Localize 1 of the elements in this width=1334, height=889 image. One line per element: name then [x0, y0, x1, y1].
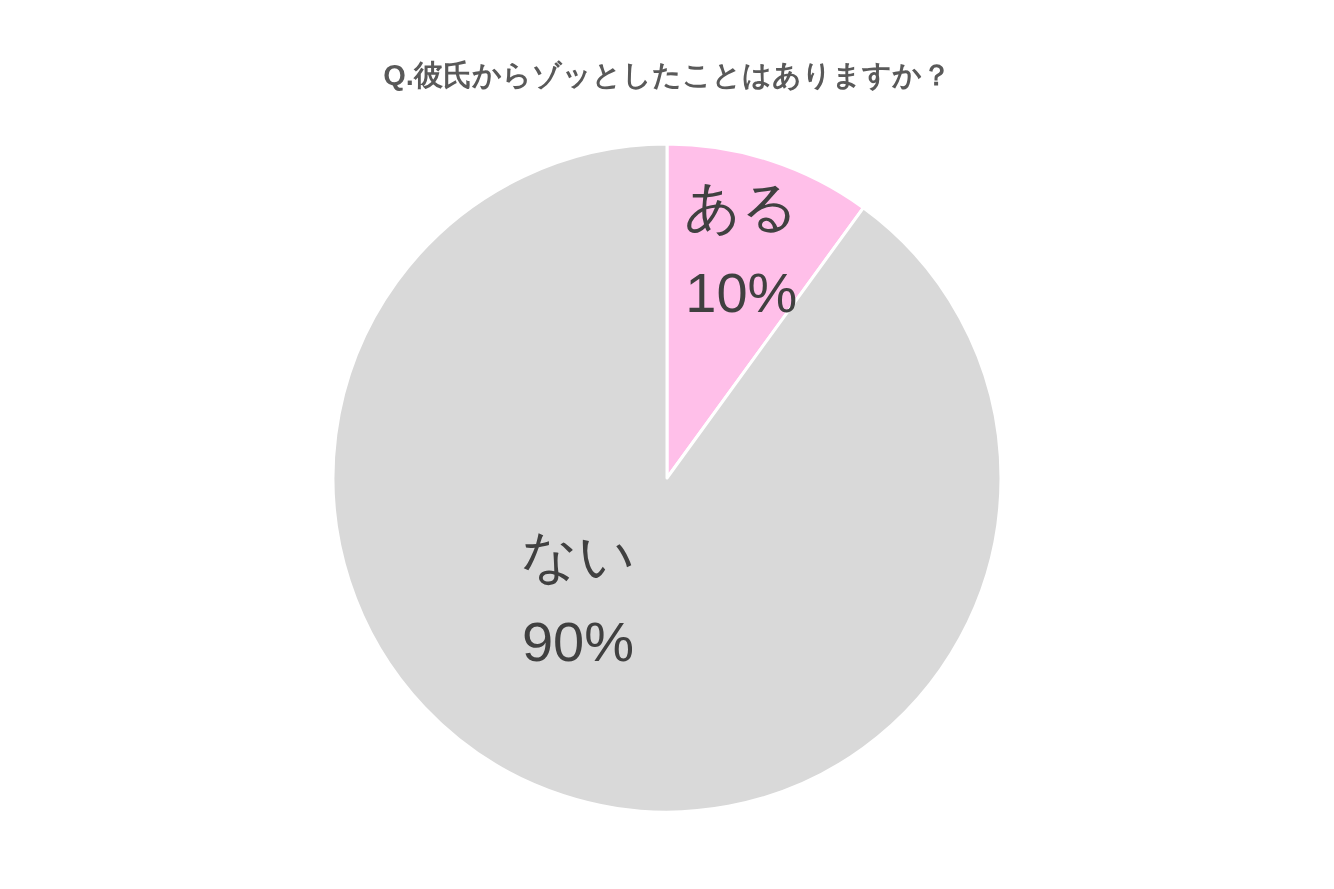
title: Q.彼氏からゾッとしたことはありますか？ [383, 59, 951, 91]
